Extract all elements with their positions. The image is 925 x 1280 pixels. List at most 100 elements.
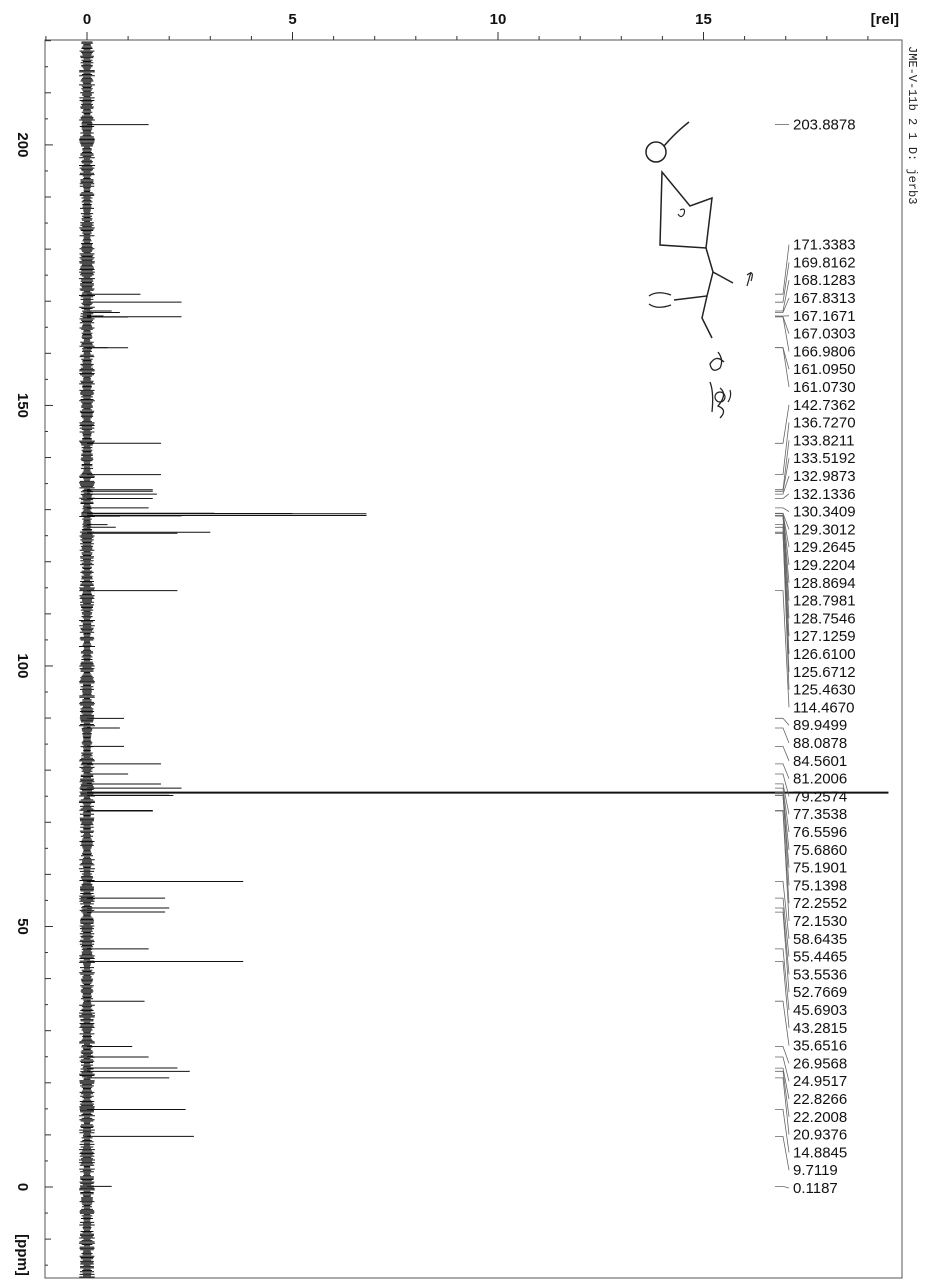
peak-label: 75.1398 [793,877,847,894]
peak-label: 52.7669 [793,984,847,1001]
peak-label: 76.5596 [793,824,847,841]
peak-label: 75.1901 [793,860,847,877]
label-connector [775,1067,790,1100]
label-connector [775,316,790,334]
peak-label: 9.7119 [793,1162,838,1179]
ppm-tick-label: 0 [14,1183,31,1191]
baseline-noise [79,41,95,1278]
label-connector [775,524,790,637]
ppm-axis: 200 150 100 50 0 [ppm] [14,40,53,1276]
label-connector [775,1136,790,1171]
label-connector [775,773,790,797]
label-connector [775,727,790,744]
label-connector [775,1109,790,1153]
peak-label: 169.8162 [793,254,856,271]
label-connector [775,1056,790,1082]
rel-tick-label: 10 [490,11,507,28]
peak-label: 43.2815 [793,1020,847,1037]
peak-label: 166.9806 [793,343,856,360]
peak-label: 77.3538 [793,806,847,823]
peak-label: 171.3383 [793,237,856,254]
label-connector [775,422,790,475]
peak-label: 88.0878 [793,735,847,752]
plot-frame [44,39,903,1279]
label-connector [775,347,790,388]
label-connector [775,458,790,492]
peak-label: 129.2645 [793,539,856,556]
peak-label: 26.9568 [793,1055,847,1072]
label-connector [775,717,790,726]
label-connector [775,961,790,1028]
peak-label: 75.6860 [793,842,847,859]
label-connector [775,783,790,815]
peak-label: 203.8878 [793,117,856,134]
label-connector [775,795,790,886]
label-connectors [775,124,790,1189]
rel-axis: 0 5 10 15 [rel] [45,11,899,40]
peak-label: 130.3409 [793,504,856,521]
peak-label: 58.6435 [793,931,847,948]
label-connector [775,1186,790,1189]
peak-label: 127.1259 [793,628,856,645]
peak-label: 81.2006 [793,771,847,788]
peak-labels: 203.8878 171.3383169.8162168.1283167.8313… [793,117,856,1197]
peak-label: 72.2552 [793,895,847,912]
label-connector [775,792,790,850]
ppm-unit-label: [ppm] [14,1234,31,1276]
peak-label: 45.6903 [793,1002,847,1019]
label-connector [775,1046,790,1064]
label-connector [775,297,790,313]
structure-sketch [645,121,753,419]
label-connector [775,507,790,512]
peak-label: 133.8211 [793,432,854,449]
peak-label: 133.5192 [793,450,856,467]
peak-label: 128.7981 [793,593,856,610]
label-connector [775,513,790,566]
rel-tick-label: 15 [695,11,712,28]
peak-label: 168.1283 [793,272,856,289]
peak-label: 24.9517 [793,1073,847,1090]
peak-label: 126.6100 [793,646,856,663]
peak-label: 132.1336 [793,486,856,503]
label-connector [775,810,790,922]
label-connector [775,493,790,499]
peak-label: 128.8694 [793,575,856,592]
peak-label: 125.6712 [793,664,856,681]
peak-label: 136.7270 [793,415,856,432]
label-connector [775,404,790,444]
label-connector [775,532,790,690]
peak-label: 0.1187 [793,1180,838,1197]
peak-label: 22.8266 [793,1091,847,1108]
peak-label: 167.1671 [793,308,856,325]
peak-label: 35.6516 [793,1038,847,1055]
sample-header: JME-V-11b 2 1 D: jerb3 [905,46,919,204]
rel-unit-label: [rel] [871,11,899,28]
ppm-tick-label: 200 [14,132,31,157]
label-connector [775,526,790,655]
peak-label: 114.4670 [793,699,854,716]
peak-label: 129.2204 [793,557,856,574]
label-connector [775,897,790,957]
label-connector [775,881,790,939]
label-connector [775,262,790,303]
peak-label: 79.2574 [793,788,847,805]
label-connector [775,787,790,833]
rel-tick-label: 0 [83,11,91,28]
label-connector [775,1077,790,1135]
ppm-tick-label: 150 [14,393,31,418]
label-connector [775,1070,790,1117]
rel-tick-label: 5 [288,11,296,28]
peak-label: 128.7546 [793,610,856,627]
peak-label: 132.9873 [793,468,856,485]
peak-label: 142.7362 [793,397,856,414]
label-connector [775,907,790,975]
peak-label: 72.1530 [793,913,847,930]
peak-label: 125.4630 [793,682,856,699]
label-connector [775,948,790,1011]
peak-label: 161.0950 [793,361,856,378]
peak-label: 20.9376 [793,1127,847,1144]
label-connector [775,244,790,295]
label-connector [775,911,790,993]
peak-label: 84.5601 [793,753,847,770]
